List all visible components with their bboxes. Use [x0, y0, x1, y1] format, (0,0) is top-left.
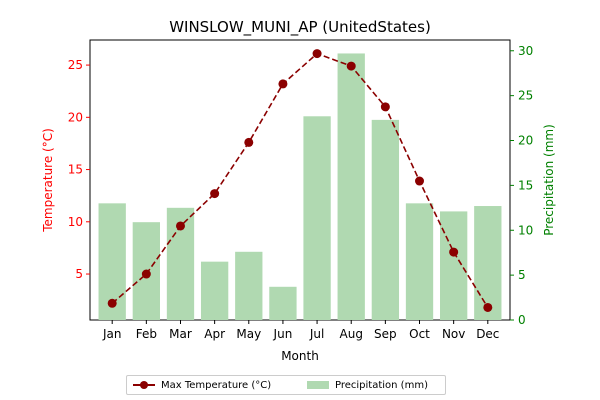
x-axis-label: Month: [281, 349, 319, 363]
temp-point-aug: [346, 61, 356, 71]
legend-bar-swatch-icon: [307, 381, 329, 389]
legend-item-precipitation: Precipitation (mm): [307, 378, 428, 392]
x-tick-label: Feb: [136, 327, 157, 341]
precip-bar-sep: [371, 119, 400, 320]
right-tick-label: 30: [518, 44, 533, 58]
precip-bar-aug: [337, 53, 365, 320]
legend-line-marker-icon: [133, 378, 155, 392]
legend-label-temperature: Max Temperature (°C): [161, 379, 272, 391]
right-tick-label: 15: [518, 178, 533, 192]
precip-bar-apr: [200, 261, 229, 320]
x-tick-label: Dec: [476, 327, 499, 341]
precip-bar-nov: [440, 211, 468, 320]
x-tick-label: Sep: [374, 327, 397, 341]
right-tick-label: 10: [518, 223, 533, 237]
x-tick-label: Apr: [204, 327, 225, 341]
precip-bar-may: [235, 251, 263, 320]
x-tick-label: Mar: [169, 327, 192, 341]
left-axis-ticks: 5 10 15 20 25: [68, 58, 90, 281]
legend: Max Temperature (°C) Precipitation (mm): [126, 375, 446, 395]
right-tick-label: 25: [518, 89, 533, 103]
temp-point-may: [244, 137, 254, 147]
x-tick-label: Jun: [273, 327, 293, 341]
precip-bar-jul: [303, 116, 331, 321]
temp-point-apr: [210, 189, 220, 199]
temp-point-sep: [380, 102, 390, 112]
left-tick-label: 15: [68, 163, 83, 177]
legend-label-precipitation: Precipitation (mm): [335, 379, 428, 391]
temp-point-jun: [278, 79, 288, 89]
right-tick-label: 20: [518, 134, 533, 148]
left-tick-label: 10: [68, 215, 83, 229]
temperature-series-line: [111, 52, 489, 308]
precip-bar-oct: [405, 203, 434, 320]
x-tick-label: Aug: [340, 327, 363, 341]
temp-point-dec: [483, 302, 493, 312]
precipitation-bars: [98, 53, 502, 321]
x-tick-label: Oct: [409, 327, 430, 341]
x-tick-label: May: [236, 327, 261, 341]
legend-item-temperature: Max Temperature (°C): [133, 378, 271, 392]
left-axis-label: Temperature (°C): [41, 128, 55, 233]
temp-point-jan: [107, 298, 117, 308]
x-tick-label: Jul: [309, 327, 324, 341]
left-tick-label: 5: [75, 267, 83, 281]
temp-point-jul: [312, 49, 322, 59]
left-tick-label: 20: [68, 110, 83, 124]
temp-point-oct: [415, 176, 425, 186]
right-tick-label: 5: [518, 268, 526, 282]
right-axis-ticks: 0 5 10 15 20 25 30: [510, 44, 533, 327]
right-axis-label: Precipitation (mm): [542, 124, 556, 236]
x-axis-ticks: Jan Feb Mar Apr May Jun Jul Aug Sep Oct Nov Dec: [102, 320, 499, 341]
x-tick-label: Nov: [442, 327, 465, 341]
temperature-line: [107, 49, 493, 312]
x-tick-label: Jan: [102, 327, 122, 341]
chart-title: WINSLOW_MUNI_AP (UnitedStates): [169, 18, 431, 37]
left-tick-label: 25: [68, 58, 83, 72]
temp-point-nov: [449, 247, 459, 257]
plot-frame: [89, 39, 511, 321]
temp-point-mar: [175, 221, 185, 231]
precip-bar-dec: [474, 206, 502, 320]
precip-bar-jun: [269, 286, 297, 320]
temp-point-feb: [141, 269, 151, 279]
right-tick-label: 0: [518, 313, 526, 327]
